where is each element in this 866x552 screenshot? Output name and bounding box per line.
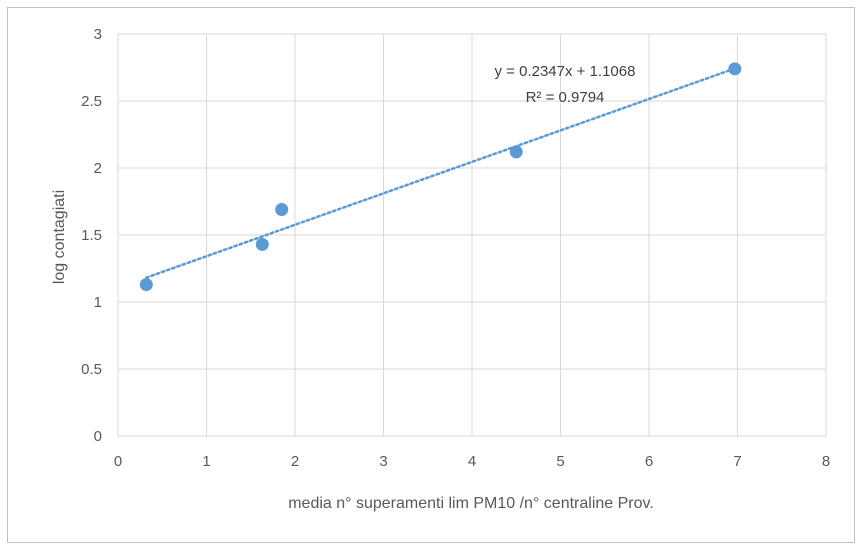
y-tick-labels: 0 0.5 1 1.5 2 2.5 3: [81, 26, 102, 445]
trendline: [145, 67, 737, 279]
data-points: [139, 62, 742, 292]
y-tick-label: 2.5: [81, 93, 102, 110]
x-tick-label: 3: [379, 453, 387, 470]
trendline-r-squared: R² = 0.9794: [526, 89, 605, 106]
x-tick-label: 1: [202, 453, 210, 470]
data-point-5: [728, 62, 742, 76]
x-axis-title: media n° superamenti lim PM10 /n° centra…: [288, 495, 654, 512]
x-tick-label: 6: [645, 453, 653, 470]
gridlines: [117, 33, 827, 437]
y-tick-label: 1: [94, 294, 102, 311]
y-tick-label: 1.5: [81, 227, 102, 244]
y-tick-label: 2: [94, 160, 102, 177]
x-tick-label: 2: [291, 453, 299, 470]
y-axis-title: log contagiati: [51, 190, 68, 284]
data-point-3: [275, 203, 289, 217]
data-point-2: [255, 237, 269, 251]
x-tick-labels: 0 1 2 3 4 5 6 7 8: [114, 453, 830, 470]
x-tick-label: 4: [468, 453, 476, 470]
chart-frame: [7, 7, 855, 543]
y-tick-label: 0.5: [81, 361, 102, 378]
x-tick-label: 5: [556, 453, 564, 470]
x-tick-label: 7: [733, 453, 741, 470]
trendline-equation: y = 0.2347x + 1.1068: [495, 63, 636, 80]
y-tick-label: 0: [94, 428, 102, 445]
x-tick-label: 8: [822, 453, 830, 470]
data-point-4: [509, 145, 523, 159]
y-tick-label: 3: [94, 26, 102, 43]
x-tick-label: 0: [114, 453, 122, 470]
data-point-1: [139, 278, 153, 292]
